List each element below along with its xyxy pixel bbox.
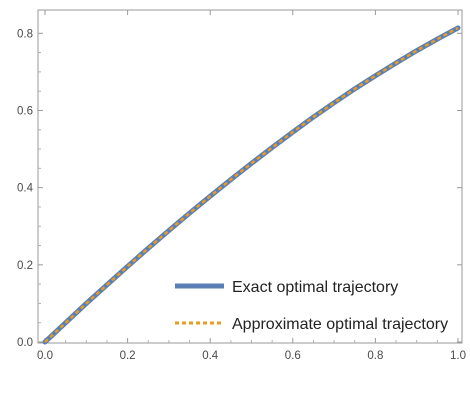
x-tick-label: 0.4 <box>202 350 219 362</box>
x-tick-label: 0.8 <box>367 350 383 362</box>
series-layer <box>42 25 461 345</box>
x-tick-label: 0.6 <box>285 350 301 362</box>
legend-label-exact: Exact optimal trajectory <box>232 279 398 296</box>
x-tick-label: 0.2 <box>120 350 136 362</box>
x-axis-ticks: 0.0 0.2 0.4 0.6 0.8 1.0 <box>37 10 466 362</box>
plot-frame <box>37 9 463 344</box>
y-tick-label: 0.2 <box>17 260 33 272</box>
legend: Exact optimal trajectory Approximate opti… <box>175 279 448 333</box>
y-tick-label: 0.6 <box>17 105 33 117</box>
y-axis-ticks: 0.0 0.2 0.4 0.6 0.8 <box>17 28 462 349</box>
y-tick-label: 0.8 <box>17 28 33 40</box>
x-tick-label: 1.0 <box>450 350 466 362</box>
y-tick-label: 0.4 <box>17 183 34 195</box>
x-tick-label: 0.0 <box>37 350 53 362</box>
legend-label-approximate: Approximate optimal trajectory <box>232 316 448 333</box>
approximate-trajectory-line <box>44 26 459 343</box>
y-tick-label: 0.0 <box>17 337 33 349</box>
